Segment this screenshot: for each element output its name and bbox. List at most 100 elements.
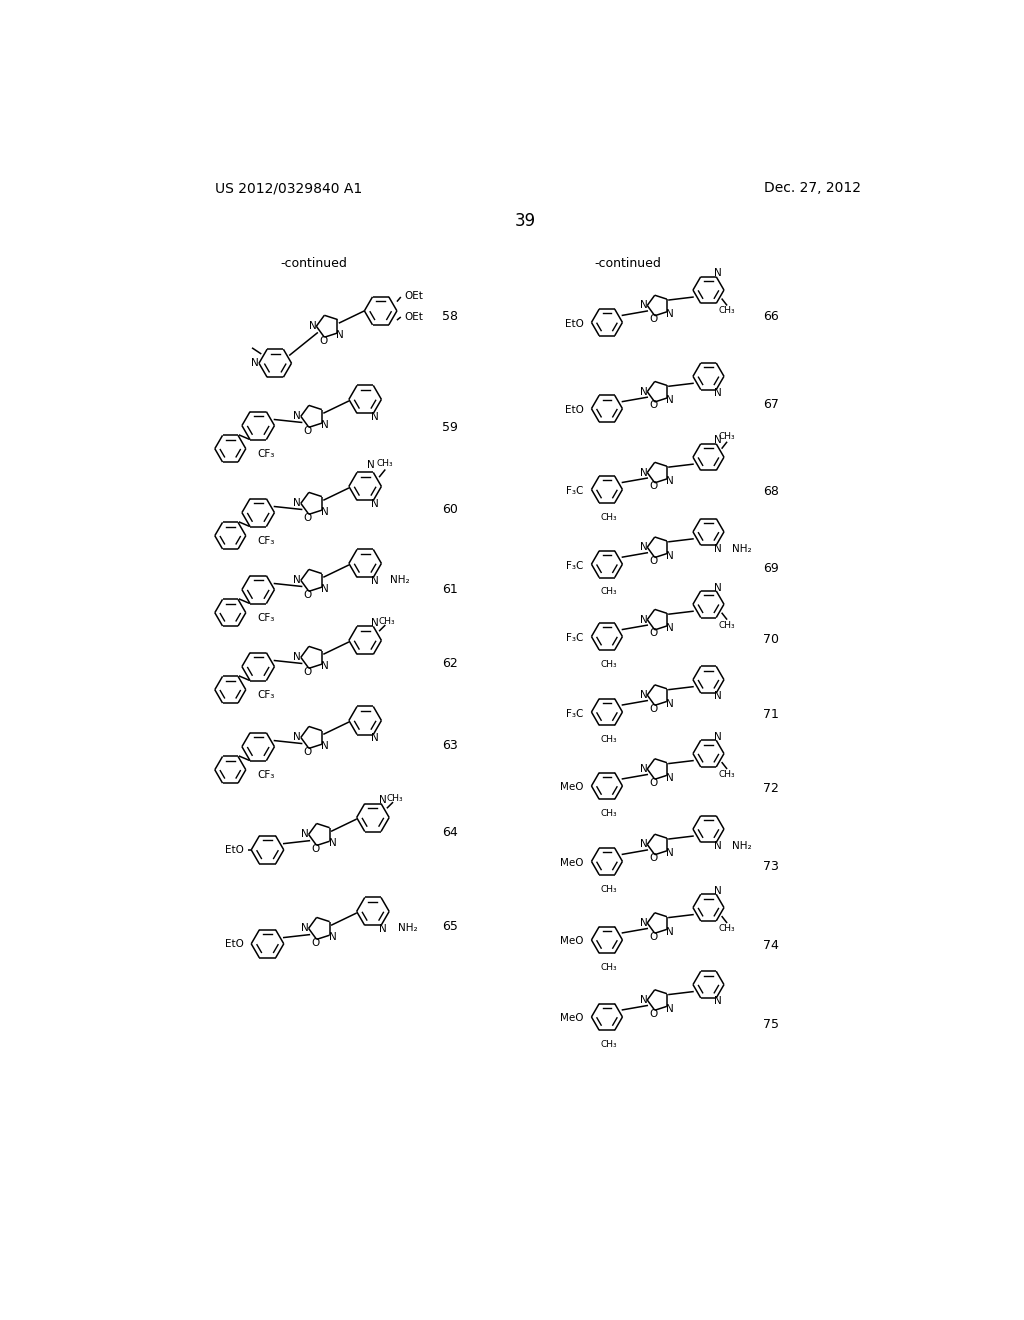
Text: N: N bbox=[715, 582, 722, 593]
Text: CH₃: CH₃ bbox=[600, 587, 616, 597]
Text: 66: 66 bbox=[764, 310, 779, 323]
Text: N: N bbox=[293, 499, 301, 508]
Text: N: N bbox=[321, 585, 329, 594]
Text: N: N bbox=[640, 764, 647, 774]
Text: N: N bbox=[640, 690, 647, 700]
Text: MeO: MeO bbox=[560, 783, 584, 792]
Text: N: N bbox=[293, 576, 301, 585]
Text: CF₃: CF₃ bbox=[257, 689, 274, 700]
Text: N: N bbox=[715, 997, 722, 1006]
Text: N: N bbox=[715, 692, 722, 701]
Text: O: O bbox=[303, 426, 312, 436]
Text: CH₃: CH₃ bbox=[719, 770, 735, 779]
Text: N: N bbox=[715, 731, 722, 742]
Text: N: N bbox=[251, 358, 259, 368]
Text: N: N bbox=[372, 733, 379, 743]
Text: F₃C: F₃C bbox=[566, 561, 584, 570]
Text: NH₂: NH₂ bbox=[397, 924, 418, 933]
Text: N: N bbox=[640, 467, 647, 478]
Text: O: O bbox=[311, 939, 319, 948]
Text: CH₃: CH₃ bbox=[386, 793, 402, 803]
Text: F₃C: F₃C bbox=[566, 486, 584, 496]
Text: N: N bbox=[640, 301, 647, 310]
Text: N: N bbox=[329, 838, 337, 849]
Text: O: O bbox=[649, 777, 657, 788]
Text: CH₃: CH₃ bbox=[719, 620, 735, 630]
Text: NH₂: NH₂ bbox=[390, 576, 410, 585]
Text: N: N bbox=[640, 543, 647, 552]
Text: CH₃: CH₃ bbox=[379, 616, 395, 626]
Text: N: N bbox=[715, 886, 722, 896]
Text: N: N bbox=[666, 623, 674, 634]
Text: 72: 72 bbox=[764, 781, 779, 795]
Text: N: N bbox=[666, 1003, 674, 1014]
Text: 62: 62 bbox=[442, 657, 458, 671]
Text: N: N bbox=[321, 420, 329, 430]
Text: MeO: MeO bbox=[560, 936, 584, 946]
Text: N: N bbox=[715, 436, 722, 445]
Text: N: N bbox=[321, 507, 329, 517]
Text: N: N bbox=[379, 924, 387, 933]
Text: Dec. 27, 2012: Dec. 27, 2012 bbox=[764, 181, 860, 195]
Text: 69: 69 bbox=[764, 561, 779, 574]
Text: O: O bbox=[303, 667, 312, 677]
Text: 39: 39 bbox=[514, 213, 536, 230]
Text: CF₃: CF₃ bbox=[257, 536, 274, 545]
Text: 70: 70 bbox=[764, 634, 779, 647]
Text: 63: 63 bbox=[442, 739, 458, 751]
Text: 58: 58 bbox=[442, 310, 458, 323]
Text: EtO: EtO bbox=[565, 405, 584, 416]
Text: OEt: OEt bbox=[403, 312, 423, 322]
Text: OEt: OEt bbox=[403, 292, 423, 301]
Text: N: N bbox=[329, 932, 337, 942]
Text: O: O bbox=[303, 513, 312, 523]
Text: 65: 65 bbox=[442, 920, 458, 933]
Text: 59: 59 bbox=[442, 421, 458, 434]
Text: CH₃: CH₃ bbox=[600, 884, 616, 894]
Text: O: O bbox=[649, 628, 657, 639]
Text: N: N bbox=[293, 412, 301, 421]
Text: 60: 60 bbox=[442, 503, 458, 516]
Text: O: O bbox=[649, 482, 657, 491]
Text: N: N bbox=[666, 309, 674, 319]
Text: O: O bbox=[649, 400, 657, 411]
Text: O: O bbox=[311, 843, 319, 854]
Text: N: N bbox=[301, 924, 308, 933]
Text: O: O bbox=[319, 335, 328, 346]
Text: CF₃: CF₃ bbox=[257, 770, 274, 780]
Text: N: N bbox=[640, 840, 647, 850]
Text: N: N bbox=[666, 550, 674, 561]
Text: O: O bbox=[303, 590, 312, 599]
Text: N: N bbox=[308, 321, 316, 331]
Text: CH₃: CH₃ bbox=[600, 809, 616, 818]
Text: N: N bbox=[372, 499, 379, 508]
Text: MeO: MeO bbox=[560, 858, 584, 869]
Text: N: N bbox=[715, 268, 722, 279]
Text: CF₃: CF₃ bbox=[257, 449, 274, 458]
Text: N: N bbox=[715, 544, 722, 553]
Text: CH₃: CH₃ bbox=[600, 735, 616, 744]
Text: N: N bbox=[666, 698, 674, 709]
Text: N: N bbox=[640, 917, 647, 928]
Text: N: N bbox=[715, 388, 722, 399]
Text: N: N bbox=[379, 795, 387, 805]
Text: O: O bbox=[649, 704, 657, 714]
Text: MeO: MeO bbox=[560, 1014, 584, 1023]
Text: N: N bbox=[666, 847, 674, 858]
Text: -continued: -continued bbox=[595, 257, 662, 271]
Text: N: N bbox=[666, 477, 674, 486]
Text: N: N bbox=[321, 742, 329, 751]
Text: CH₃: CH₃ bbox=[600, 660, 616, 669]
Text: N: N bbox=[321, 661, 329, 672]
Text: N: N bbox=[715, 841, 722, 851]
Text: 67: 67 bbox=[764, 399, 779, 412]
Text: US 2012/0329840 A1: US 2012/0329840 A1 bbox=[215, 181, 362, 195]
Text: EtO: EtO bbox=[225, 845, 245, 855]
Text: N: N bbox=[666, 927, 674, 936]
Text: CH₃: CH₃ bbox=[600, 1040, 616, 1049]
Text: CH₃: CH₃ bbox=[719, 306, 735, 315]
Text: CH₃: CH₃ bbox=[600, 964, 616, 972]
Text: N: N bbox=[293, 733, 301, 742]
Text: N: N bbox=[640, 387, 647, 397]
Text: NH₂: NH₂ bbox=[732, 544, 752, 554]
